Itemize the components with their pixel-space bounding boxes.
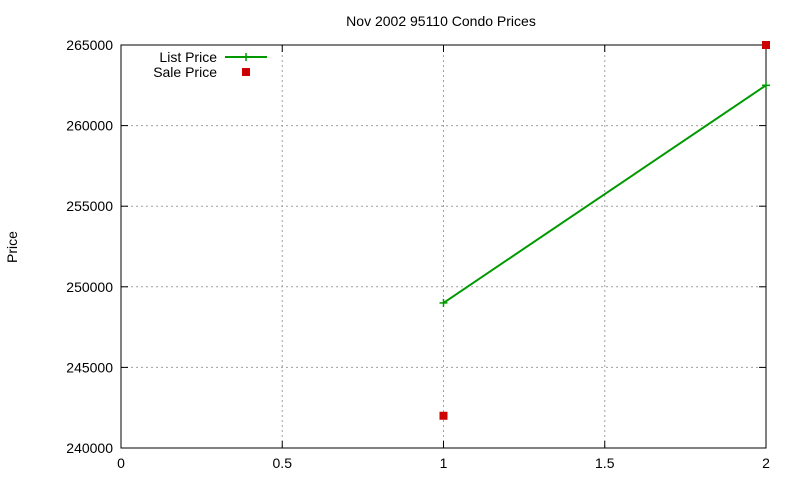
x-tick-label: 1 [440,455,448,471]
sale-price-point [439,411,448,420]
y-axis-label: Price [4,231,20,263]
chart-title: Nov 2002 95110 Condo Prices [346,13,536,29]
legend-marker-list-price [242,53,250,61]
y-tick-label: 265000 [66,37,113,53]
x-tick-label: 0 [117,455,125,471]
series-layer [439,41,770,420]
list-price-point [439,298,448,307]
x-tick-label: 1.5 [595,455,615,471]
y-tick-label: 240000 [66,440,113,456]
y-tick-label: 260000 [66,118,113,134]
y-tick-label: 250000 [66,279,113,295]
x-tick-label: 0.5 [273,455,293,471]
ticks-layer: 240000 245000 250000 255000 260000 265000 0 0.5… [66,37,770,471]
x-tick-label: 2 [762,455,770,471]
grid-layer [121,45,766,448]
legend-marker-sale-price [242,68,250,76]
y-tick-label: 245000 [66,359,113,375]
y-tick-label: 255000 [66,198,113,214]
legend-label-list-price: List Price [159,49,217,65]
list-price-line [442,84,767,304]
legend-label-sale-price: Sale Price [153,64,217,80]
sale-price-point [762,41,770,49]
list-price-point [762,81,770,90]
